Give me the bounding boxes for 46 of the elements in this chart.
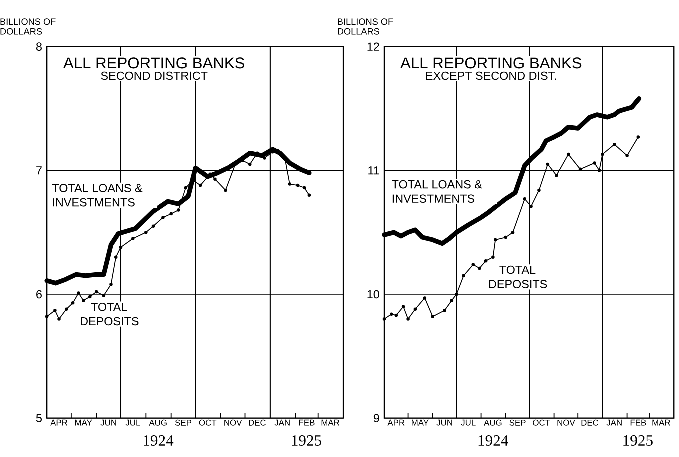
y-tick-label: 9 bbox=[374, 414, 380, 422]
y-tick-label: 8 bbox=[36, 42, 42, 51]
text: EXCEPT SECOND DIST. bbox=[426, 72, 556, 80]
text: ALL REPORTING BANKS bbox=[400, 57, 582, 69]
x-tick-label: NOV bbox=[558, 420, 576, 426]
y-tick-label: 5 bbox=[36, 414, 42, 422]
x-tick-label: MAY bbox=[412, 420, 429, 426]
series-label: TOTAL LOANS & INVESTMENTS bbox=[392, 180, 482, 203]
x-tick-label: MAR bbox=[322, 420, 340, 426]
text: 1925 bbox=[292, 435, 322, 446]
x-tick-label: JAN bbox=[274, 420, 290, 426]
x-tick-label: APR bbox=[388, 420, 405, 426]
x-tick-label: JUL bbox=[126, 420, 140, 426]
x-tick-label: JUL bbox=[461, 420, 476, 426]
x-tick-label: AUG bbox=[484, 420, 502, 426]
x-tick-label: APR bbox=[50, 420, 68, 426]
text: 1924 bbox=[478, 435, 508, 446]
text: ALL REPORTING BANKS bbox=[63, 57, 245, 69]
x-tick-label: MAY bbox=[75, 420, 92, 426]
x-tick-label: JAN bbox=[606, 420, 622, 426]
series-label: TOTAL DEPOSITS bbox=[81, 302, 139, 326]
x-tick-label: NOV bbox=[224, 420, 242, 426]
series-label: TOTAL LOANS & INVESTMENTS bbox=[52, 184, 143, 207]
x-tick-label: FEB bbox=[299, 420, 315, 426]
x-tick-label: MAR bbox=[652, 420, 670, 426]
x-tick-label: JUN bbox=[100, 420, 116, 426]
text: SECOND DISTRICT bbox=[101, 72, 208, 80]
y-tick-label: 11 bbox=[368, 166, 380, 175]
y-tick-label: 7 bbox=[36, 166, 42, 175]
x-tick-label: SEP bbox=[510, 420, 526, 426]
x-tick-label: OCT bbox=[533, 420, 550, 426]
x-tick-label: DEC bbox=[582, 420, 599, 426]
text: 1924 bbox=[144, 435, 174, 446]
y-tick-label: 12 bbox=[368, 42, 380, 51]
y-tick-label: 6 bbox=[36, 290, 42, 298]
y-tick-label: 10 bbox=[368, 290, 380, 298]
text: 1925 bbox=[624, 435, 653, 446]
x-tick-label: JUN bbox=[436, 420, 452, 426]
x-tick-label: OCT bbox=[199, 420, 217, 426]
y-axis-title: BILLIONS OF DOLLARS bbox=[338, 18, 394, 35]
x-tick-label: SEP bbox=[175, 420, 192, 426]
x-tick-label: DEC bbox=[249, 420, 266, 426]
x-tick-label: AUG bbox=[149, 420, 167, 426]
series-label: TOTAL DEPOSITS bbox=[489, 266, 548, 288]
x-tick-label: FEB bbox=[630, 420, 646, 426]
y-axis-title: BILLIONS OF DOLLARS bbox=[0, 18, 56, 35]
